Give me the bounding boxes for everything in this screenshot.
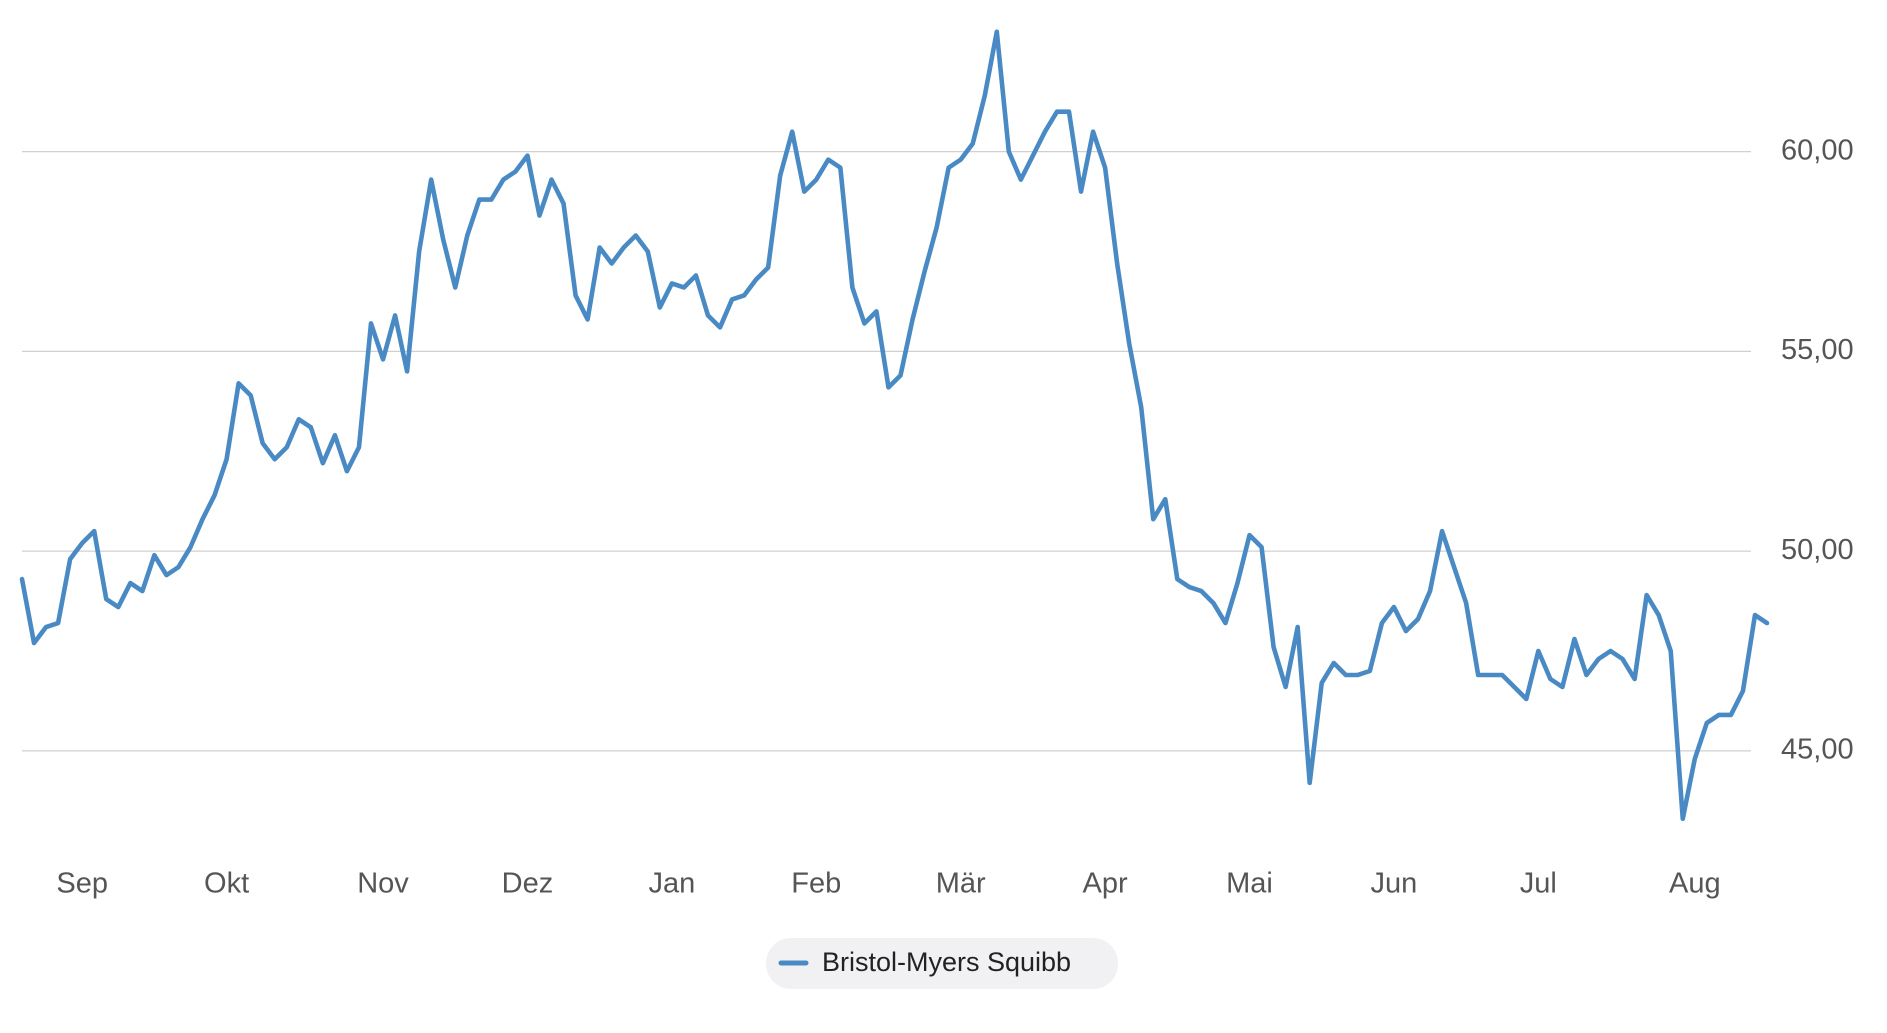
x-tick-label: Jul bbox=[1520, 868, 1557, 900]
legend-label: Bristol-Myers Squibb bbox=[822, 947, 1071, 977]
x-tick-label: Feb bbox=[791, 868, 841, 900]
x-tick-label: Aug bbox=[1669, 868, 1721, 900]
x-tick-label: Mär bbox=[936, 868, 986, 900]
x-tick-label: Okt bbox=[204, 868, 249, 900]
series-line bbox=[19, 29, 1770, 822]
x-tick-label: Apr bbox=[1083, 868, 1128, 900]
x-tick-label: Nov bbox=[357, 868, 409, 900]
legend-box bbox=[766, 938, 1118, 989]
y-tick-label: 55,00 bbox=[1781, 334, 1854, 366]
y-tick-label: 60,00 bbox=[1781, 134, 1854, 166]
x-tick-label: Sep bbox=[56, 868, 108, 900]
x-tick-label: Jun bbox=[1371, 868, 1418, 900]
y-tick-label: 45,00 bbox=[1781, 734, 1854, 766]
x-tick-label: Dez bbox=[502, 868, 554, 900]
x-tick-label: Mai bbox=[1226, 868, 1273, 900]
x-tick-label: Jan bbox=[648, 868, 695, 900]
y-tick-label: 50,00 bbox=[1781, 534, 1854, 566]
